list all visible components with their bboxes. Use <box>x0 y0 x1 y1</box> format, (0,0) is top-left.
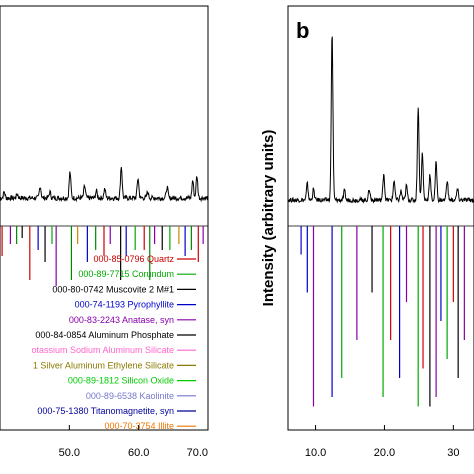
panel-b: b Intensity (arbitrary units) 10.0 20.0 30 <box>260 5 474 459</box>
legend-entry: 000-83-2243 Anatase, syn <box>69 315 174 325</box>
x-tick-label: 70.0 <box>187 447 208 459</box>
legend-entry: 1 Silver Aluminum Ethylene Silicate <box>33 360 174 370</box>
panel-b-y-axis-label: Intensity (arbitrary units) <box>260 130 277 307</box>
legend-entry: 000-80-0742 Muscovite 2 M#1 <box>52 284 174 294</box>
legend-entry: 000-89-7715 Corundum <box>78 269 174 279</box>
legend-entry: 000-74-1193 Pyrophyllite <box>75 300 174 310</box>
x-tick-label: 10.0 <box>305 447 326 459</box>
legend-entry: 000-75-1380 Titanomagnetite, syn <box>37 406 174 416</box>
legend-entry: 000-84-0854 Aluminum Phosphate <box>35 330 174 340</box>
panel-b-label: b <box>296 18 309 43</box>
legend-entry: 000-70-3754 Illite <box>104 421 174 431</box>
panel-b-reference-sticks <box>300 226 465 407</box>
legend-entry: 000-89-1812 Silicon Oxide <box>68 376 174 386</box>
x-tick-label: 60.0 <box>128 447 149 459</box>
legend-entry: otassium Sodium Aluminum Silicate <box>31 345 174 355</box>
legend-entry: 000-89-6538 Kaolinite <box>86 391 174 401</box>
panel-a-x-ticks: 50.0 60.0 70.0 <box>59 425 209 459</box>
panel-b-frame <box>287 5 474 431</box>
panel-a-legend: 000-85-0796 Quartz 000-89-7715 Corundum 00… <box>31 254 196 431</box>
panel-a-reference-sticks <box>1 226 204 286</box>
panel-a-frame <box>0 5 209 431</box>
x-tick-label: 30 <box>447 447 459 459</box>
panel-b-pattern-line <box>287 36 474 204</box>
legend-entry: 000-85-0796 Quartz <box>93 254 174 264</box>
panel-a-pattern-line <box>0 167 209 203</box>
x-tick-label: 20.0 <box>374 447 395 459</box>
panel-a: 000-85-0796 Quartz 000-89-7715 Corundum 00… <box>0 5 209 459</box>
panel-b-x-ticks: 10.0 20.0 30 <box>305 425 459 459</box>
x-tick-label: 50.0 <box>59 447 80 459</box>
